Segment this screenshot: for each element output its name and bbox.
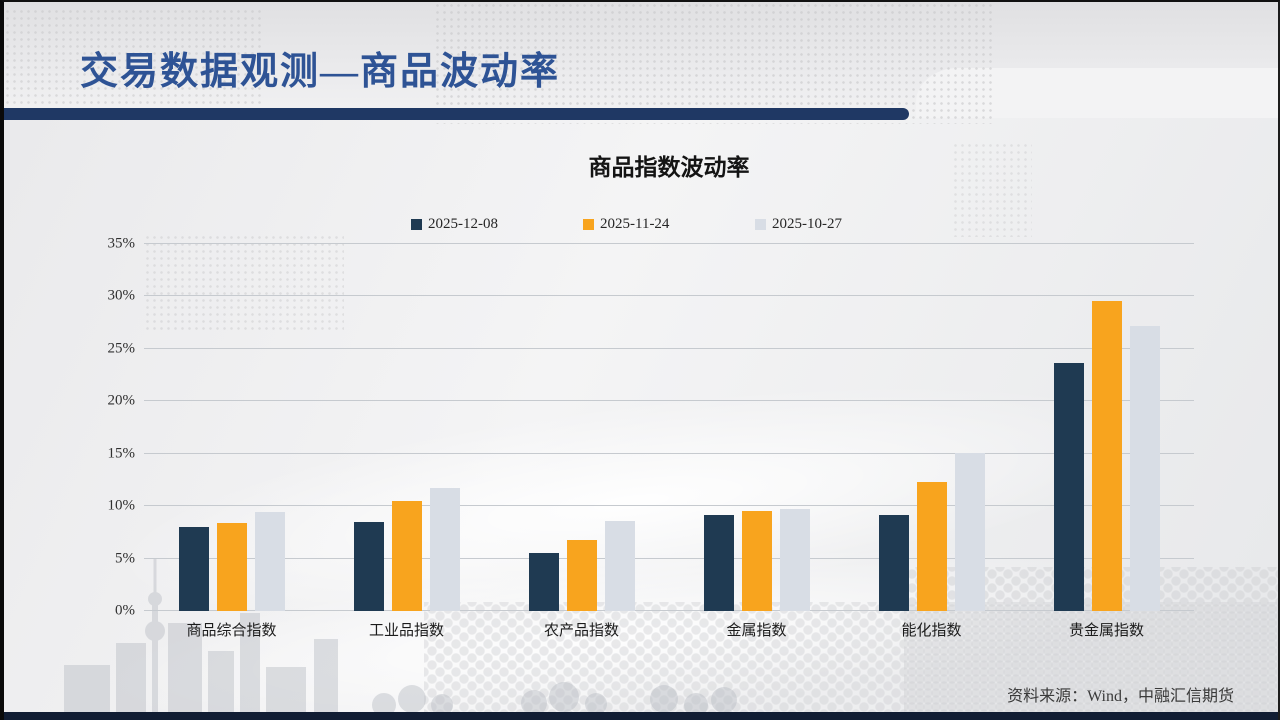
bar — [216, 522, 247, 611]
bar — [1091, 300, 1122, 611]
y-axis-tick-label: 0% — [115, 602, 135, 619]
legend-label: 2025-11-24 — [600, 216, 670, 232]
bar-group — [319, 244, 494, 611]
legend-item: 2025-12-08 — [411, 216, 583, 233]
source-note: 资料来源：Wind，中融汇信期货 — [1007, 688, 1234, 705]
slide-title: 交易数据观测—商品波动率 — [80, 51, 561, 93]
bar — [353, 521, 384, 611]
x-axis: 商品综合指数 工业品指数 农产品指数 金属指数 能化指数 贵金属指数 — [144, 619, 1194, 640]
x-axis-category-label: 工业品指数 — [368, 623, 444, 639]
bar — [566, 539, 597, 611]
gridline — [144, 243, 1194, 244]
bottom-bar — [4, 712, 1278, 720]
legend-swatch — [755, 219, 766, 230]
header-underline — [4, 108, 909, 120]
bar — [604, 520, 635, 611]
legend-swatch — [583, 219, 594, 230]
y-axis-tick-label: 5% — [115, 550, 135, 567]
bar — [703, 514, 734, 611]
x-axis-category-label: 贵金属指数 — [1068, 623, 1144, 639]
bar-group — [1019, 244, 1194, 611]
x-axis-category-label: 商品综合指数 — [186, 623, 277, 639]
bar-group — [494, 244, 669, 611]
bar-groups — [144, 244, 1194, 611]
bar — [741, 511, 772, 611]
bar — [429, 488, 460, 611]
legend-item: 2025-10-27 — [755, 216, 927, 233]
bar — [178, 527, 209, 611]
bar — [1053, 362, 1084, 611]
dotted-map-pattern — [434, 2, 994, 124]
x-axis-category-label: 农产品指数 — [543, 623, 619, 639]
dotted-map-pattern — [952, 142, 1032, 237]
legend-label: 2025-10-27 — [772, 216, 842, 232]
bar — [254, 512, 285, 611]
x-axis-category-label: 能化指数 — [901, 623, 962, 639]
chart-plot-area — [144, 243, 1194, 611]
chart-title: 商品指数波动率 — [588, 155, 750, 180]
bar — [954, 452, 985, 611]
y-axis-tick-label: 30% — [107, 287, 136, 304]
x-axis-category-label: 金属指数 — [726, 623, 787, 639]
y-axis-tick-label: 15% — [107, 445, 136, 462]
legend-item: 2025-11-24 — [583, 216, 755, 233]
y-axis: 0% 5% 10% 15% 20% 25% 30% 35% — [59, 236, 136, 618]
legend-label: 2025-12-08 — [428, 216, 498, 232]
bar — [878, 514, 909, 611]
y-axis-tick-label: 10% — [107, 497, 136, 514]
bar — [528, 553, 559, 611]
bar — [1129, 325, 1160, 611]
city-skyline-silhouette — [64, 559, 737, 717]
bar-group — [844, 244, 1019, 611]
bar — [916, 482, 947, 611]
y-axis-tick-label: 20% — [107, 392, 136, 409]
bar — [779, 509, 810, 611]
y-axis-tick-label: 35% — [107, 235, 136, 252]
legend-swatch — [411, 219, 422, 230]
chart-legend: 2025-12-08 2025-11-24 2025-10-27 — [144, 216, 1194, 233]
bar-group — [144, 244, 319, 611]
dotted-map-pattern — [4, 8, 264, 120]
bar-group — [669, 244, 844, 611]
bar — [391, 500, 422, 611]
y-axis-tick-label: 25% — [107, 340, 136, 357]
